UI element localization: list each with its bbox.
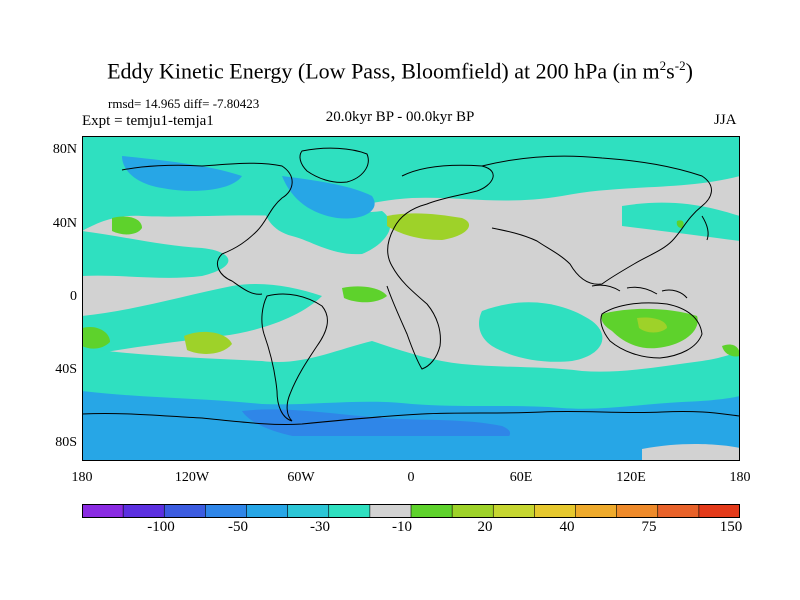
colorbar-cell xyxy=(163,504,207,518)
lon-tick-label: 180 xyxy=(71,470,93,485)
coast-antarctica xyxy=(82,410,740,426)
lat-tick-label: 0 xyxy=(70,289,77,304)
indian-ocean-band xyxy=(479,302,603,362)
north-pacific-band xyxy=(82,231,229,278)
south-pacific-green-3 xyxy=(722,344,740,357)
northern-blue-core xyxy=(282,176,375,219)
south-pacific-green-1 xyxy=(82,326,110,349)
lon-tick-label: 120W xyxy=(174,470,210,485)
season-label: JJA xyxy=(714,112,737,128)
antarctic-neutral xyxy=(642,443,740,461)
colorbar-cell xyxy=(657,504,700,518)
colorbar-cell xyxy=(82,504,124,518)
antarctic-cyan xyxy=(82,436,740,461)
lat-tick-label: 80N xyxy=(52,142,77,157)
colorbar-cell xyxy=(698,504,740,518)
colorbar-label: -50 xyxy=(228,519,248,535)
colorbar-cell xyxy=(616,504,659,518)
coast-japan xyxy=(701,215,709,241)
colorbar-cell xyxy=(328,504,371,518)
colorbar-label: 150 xyxy=(719,519,743,535)
coast-australia xyxy=(600,302,703,359)
colorbar-frame xyxy=(82,504,740,518)
coast-north-america xyxy=(121,162,293,295)
pacific-green-small xyxy=(676,220,684,228)
australia-olive xyxy=(637,317,667,333)
map-frame xyxy=(82,136,740,461)
colorbar-label: 40 xyxy=(559,519,575,535)
atlantic-green-small xyxy=(112,216,142,235)
lon-tick-label: 60W xyxy=(287,470,315,485)
coast-europe-africa xyxy=(386,164,494,370)
coastlines xyxy=(82,147,740,426)
lat-tick-label: 40S xyxy=(55,362,77,377)
lon-tick-label: 180 xyxy=(729,470,751,485)
lon-tick-label: 60E xyxy=(509,470,533,485)
north-pacific-blue xyxy=(122,156,242,191)
lon-tick-label: 0 xyxy=(407,470,415,485)
lat-tick-label: 80S xyxy=(55,435,77,450)
coast-south-america xyxy=(261,293,328,422)
south-pacific-green-2 xyxy=(184,331,232,354)
tropical-pacific-band xyxy=(82,284,322,353)
period-label: 20.0kyr BP - 00.0kyr BP xyxy=(325,109,475,125)
colorbar-cell xyxy=(492,504,536,518)
colorbar-label: -30 xyxy=(310,519,330,535)
equatorial-green xyxy=(342,286,387,303)
colorbar xyxy=(82,504,740,518)
colorbar-label: -10 xyxy=(392,519,412,535)
colorbar-cell xyxy=(122,504,166,518)
mediterranean-green xyxy=(387,213,470,240)
colorbar-label: 20 xyxy=(477,519,493,535)
contour-field xyxy=(82,136,740,461)
experiment-label: Expt = temju1-temja1 xyxy=(82,113,214,129)
colorbar-cell xyxy=(287,504,330,518)
coast-asia xyxy=(481,155,712,285)
colorbar-cell xyxy=(451,504,495,518)
colorbar-cell xyxy=(534,504,577,518)
lon-tick-label: 120E xyxy=(616,470,646,485)
map-plot xyxy=(82,136,740,461)
colorbar-cell xyxy=(410,504,453,518)
lat-tick-label: 40N xyxy=(52,216,77,231)
colorbar-label: -100 xyxy=(147,519,175,535)
coast-indonesia xyxy=(591,284,688,299)
colorbar-cell xyxy=(369,504,412,518)
arctic-band xyxy=(82,136,740,231)
coast-greenland xyxy=(299,147,369,183)
colorbar-cells xyxy=(82,504,740,518)
plot-title: Eddy Kinetic Energy (Low Pass, Bloomfiel… xyxy=(107,58,693,84)
colorbar-label: 75 xyxy=(641,519,657,535)
colorbar-cell xyxy=(246,504,289,518)
north-atlantic-band xyxy=(262,196,391,255)
colorbar-cell xyxy=(575,504,618,518)
stats-label: rmsd= 14.965 diff= -7.80423 xyxy=(108,96,260,111)
colorbar-cell xyxy=(205,504,248,518)
